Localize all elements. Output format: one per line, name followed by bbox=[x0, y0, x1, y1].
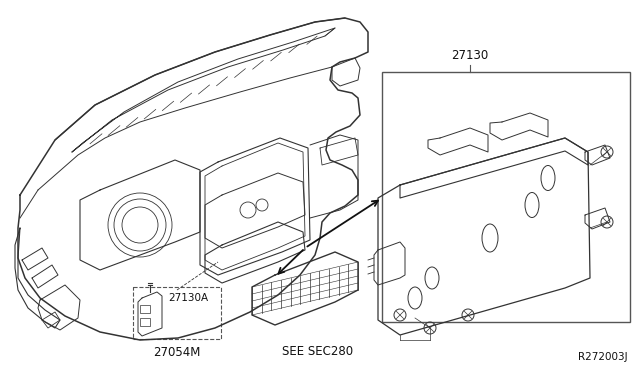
Text: 27130A: 27130A bbox=[168, 293, 208, 303]
Text: 27130: 27130 bbox=[451, 49, 488, 62]
Text: SEE SEC280: SEE SEC280 bbox=[282, 345, 353, 358]
Bar bbox=[382, 72, 630, 322]
Text: R272003J: R272003J bbox=[579, 352, 628, 362]
Bar bbox=[140, 318, 150, 326]
Text: 27054M: 27054M bbox=[154, 346, 201, 359]
Bar bbox=[133, 287, 221, 339]
Bar bbox=[140, 305, 150, 313]
